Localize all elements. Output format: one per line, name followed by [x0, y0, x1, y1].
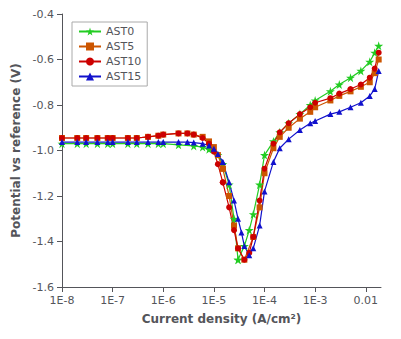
svg-text:1E-3: 1E-3 [303, 294, 328, 307]
svg-text:1E-7: 1E-7 [100, 294, 125, 307]
svg-text:Current density (A/cm²): Current density (A/cm²) [142, 312, 302, 326]
svg-text:AST0: AST0 [106, 25, 134, 38]
svg-text:1E-6: 1E-6 [151, 294, 176, 307]
svg-text:Potential vs reference (V): Potential vs reference (V) [9, 63, 23, 238]
svg-text:-0.6: -0.6 [33, 53, 54, 66]
svg-text:-1.4: -1.4 [33, 235, 54, 248]
svg-text:1E-4: 1E-4 [252, 294, 277, 307]
svg-text:1E-8: 1E-8 [50, 294, 75, 307]
svg-text:AST5: AST5 [106, 40, 134, 53]
svg-text:-1.6: -1.6 [33, 281, 54, 294]
svg-text:AST10: AST10 [106, 55, 141, 68]
svg-text:1E-5: 1E-5 [201, 294, 226, 307]
svg-text:-1.0: -1.0 [33, 144, 54, 157]
svg-text:-0.8: -0.8 [33, 99, 54, 112]
svg-text:-0.4: -0.4 [33, 8, 54, 21]
svg-text:AST15: AST15 [106, 70, 141, 83]
svg-text:0.01: 0.01 [354, 294, 379, 307]
svg-text:-1.2: -1.2 [33, 190, 54, 203]
